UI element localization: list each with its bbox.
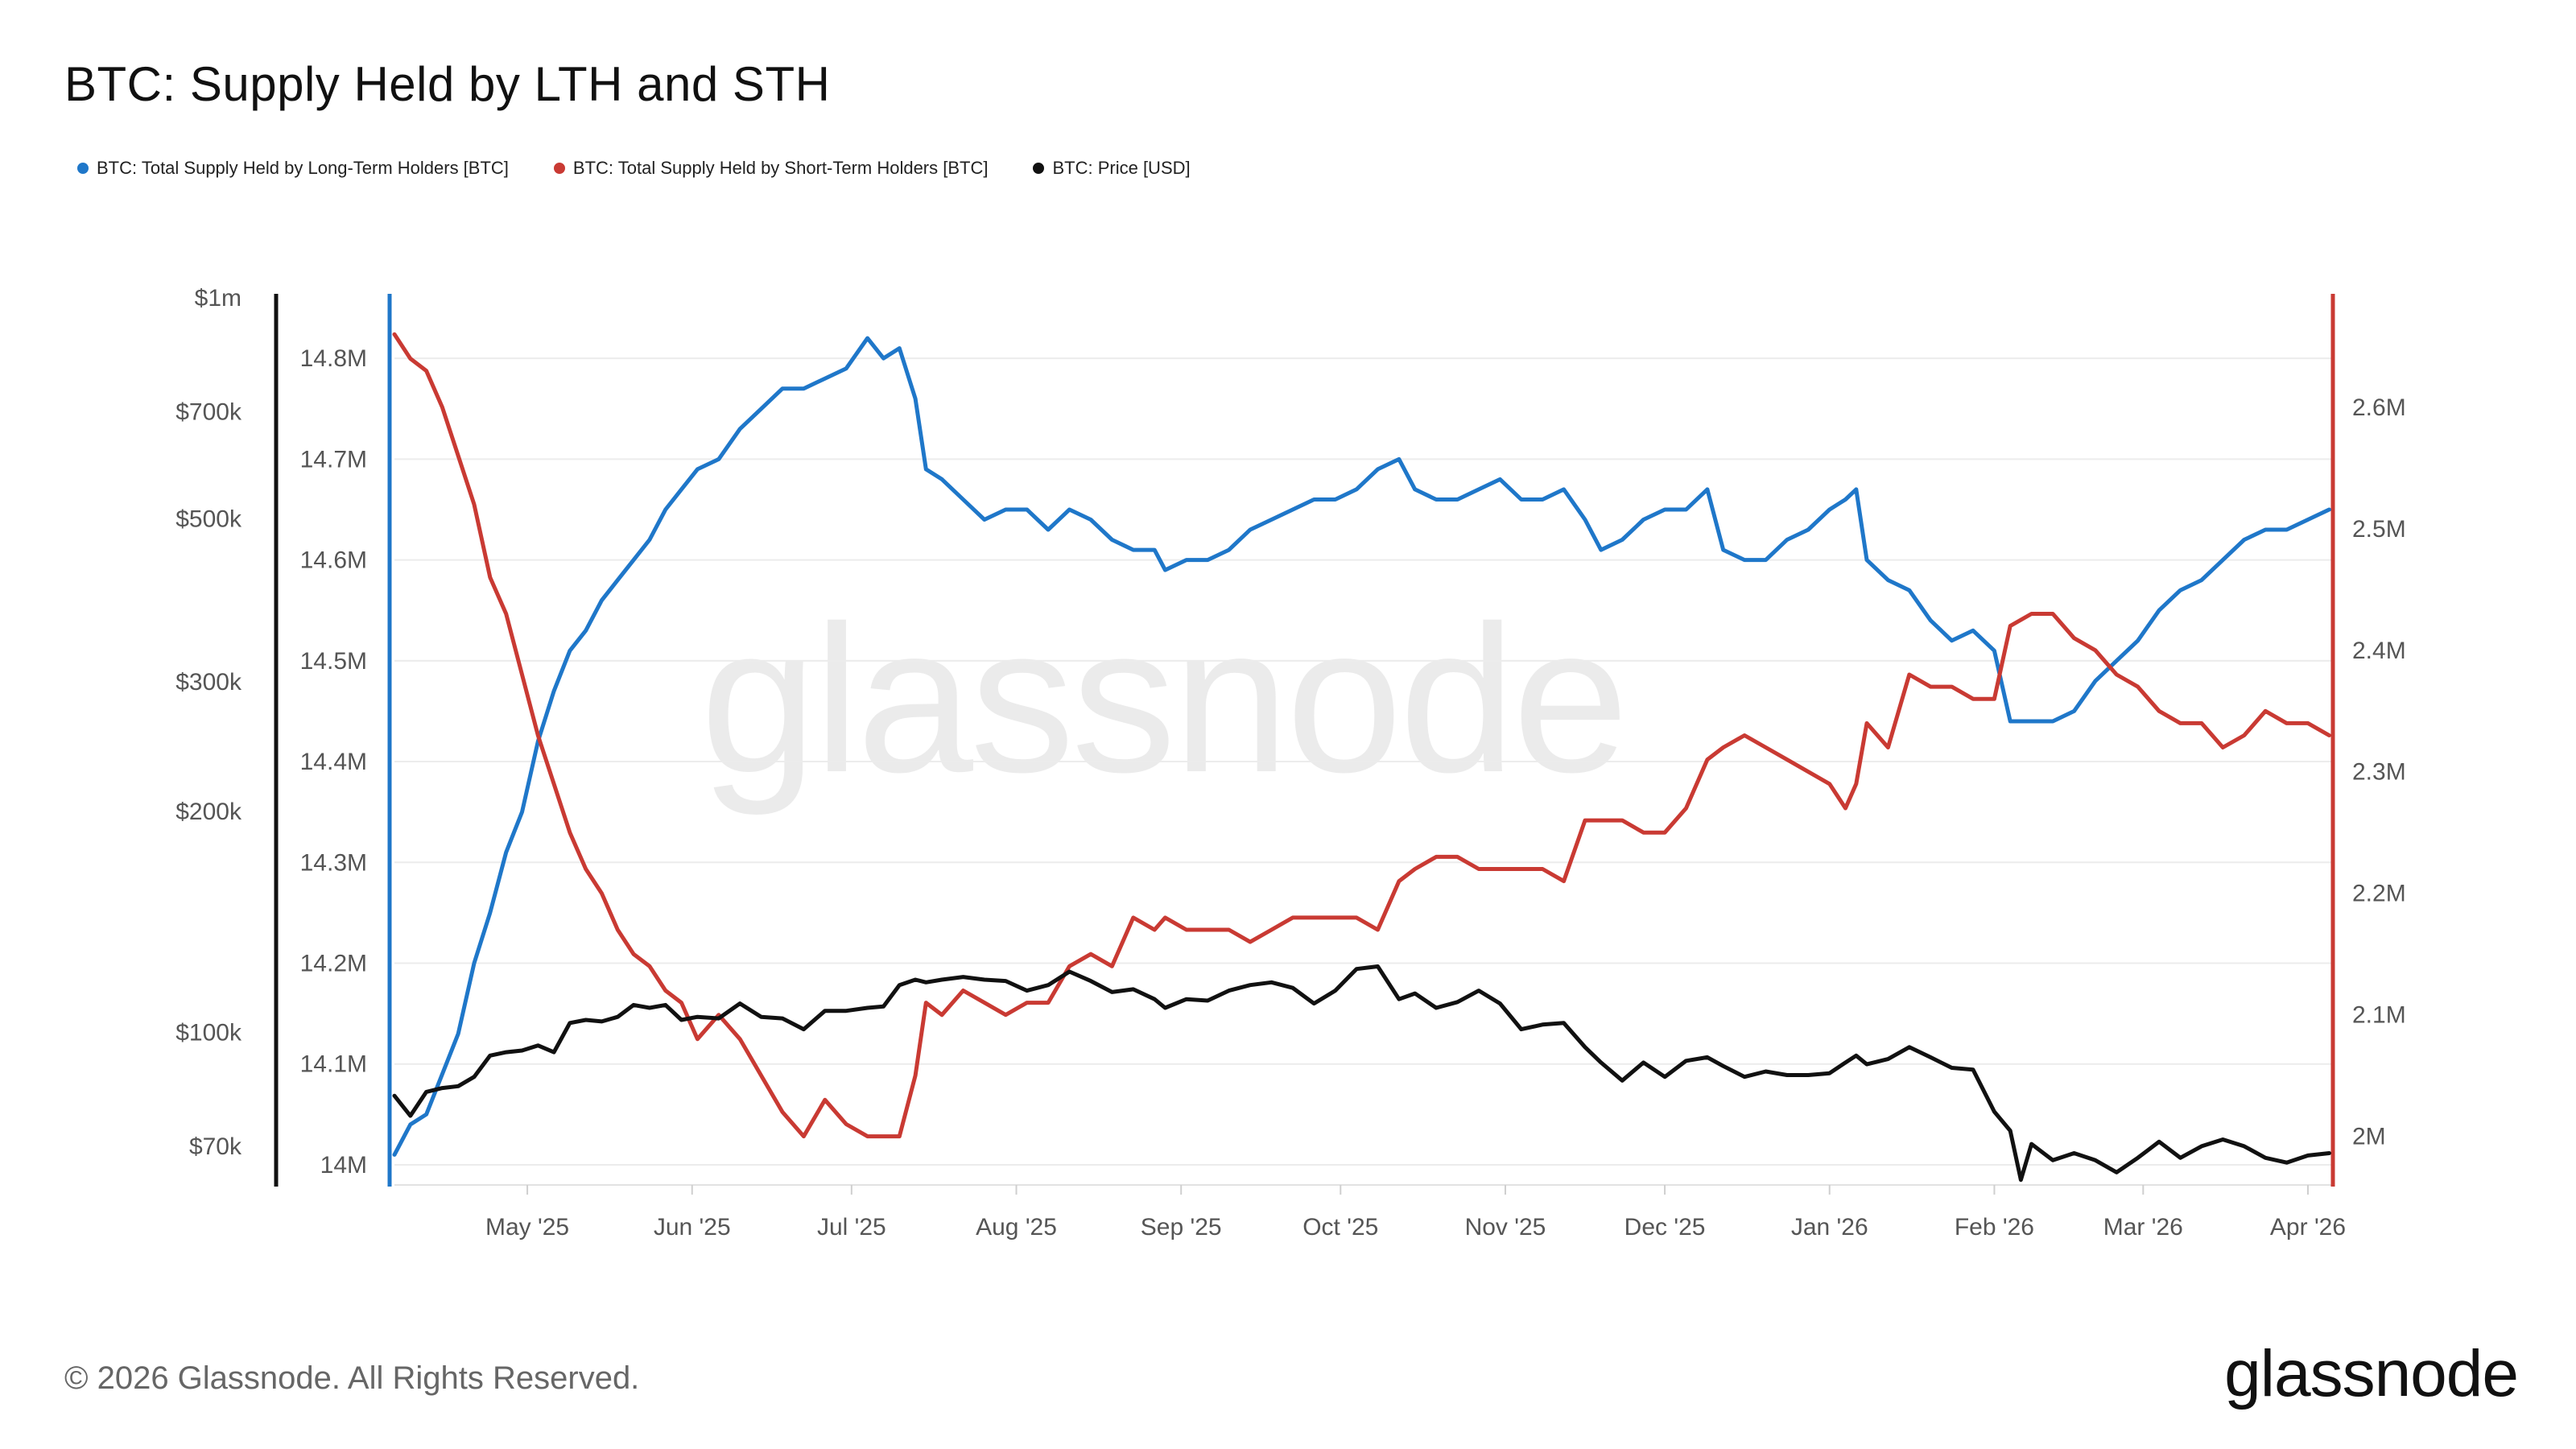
legend-item-price[interactable]: BTC: Price [USD]	[1033, 158, 1191, 179]
lth-legend-dot	[77, 163, 89, 174]
price-tick-label: $200k	[175, 799, 242, 825]
x-tick-label: Sep '25	[1141, 1214, 1222, 1241]
sth-series-line	[392, 332, 2331, 1139]
price-tick-label: $300k	[175, 669, 242, 696]
legend-label-lth: BTC: Total Supply Held by Long-Term Hold…	[97, 158, 509, 178]
lth-tick-label: 14.2M	[300, 951, 367, 977]
legend-label-price: BTC: Price [USD]	[1052, 158, 1191, 178]
x-tick-label: Jun '25	[654, 1214, 731, 1241]
x-tick-label: Apr '26	[2270, 1214, 2346, 1241]
lth-tick-label: 14.1M	[300, 1051, 367, 1078]
price-tick-label: $100k	[175, 1020, 242, 1046]
watermark: glassnode	[700, 583, 1629, 816]
legend: BTC: Total Supply Held by Long-Term Hold…	[77, 158, 1191, 179]
chart-title: BTC: Supply Held by LTH and STH	[64, 57, 831, 111]
price-series-line	[392, 964, 2331, 1183]
brand-logo: glassnode	[2224, 1337, 2519, 1410]
lth-tick-label: 14M	[320, 1152, 367, 1179]
legend-label-sth: BTC: Total Supply Held by Short-Term Hol…	[572, 158, 989, 178]
price-tick-label: $1m	[195, 285, 242, 312]
x-tick-label: Nov '25	[1465, 1214, 1546, 1241]
sth-tick-label: 2.2M	[2352, 881, 2406, 907]
lth-series-line	[392, 336, 2331, 1157]
sth-legend-dot	[553, 163, 565, 174]
lth-tick-label: 14.5M	[300, 648, 367, 675]
legend-item-lth[interactable]: BTC: Total Supply Held by Long-Term Hold…	[77, 158, 509, 179]
price-tick-label: $500k	[175, 506, 242, 533]
sth-tick-label: 2.3M	[2352, 759, 2406, 786]
sth-tick-label: 2.4M	[2352, 638, 2406, 664]
sth-tick-label: 2.1M	[2352, 1002, 2406, 1029]
lth-tick-label: 14.4M	[300, 749, 367, 775]
x-tick-label: Mar '26	[2103, 1214, 2183, 1241]
sth-tick-label: 2.5M	[2352, 516, 2406, 543]
x-tick-label: May '25	[485, 1214, 569, 1241]
x-tick-label: Jul '25	[817, 1214, 886, 1241]
x-tick-label: Feb '26	[1955, 1214, 2034, 1241]
sth-tick-label: 2M	[2352, 1124, 2386, 1150]
lth-tick-label: 14.6M	[300, 547, 367, 574]
x-tick-label: Oct '25	[1302, 1214, 1378, 1241]
lth-tick-label: 14.8M	[300, 345, 367, 372]
x-tick-label: Jan '26	[1791, 1214, 1868, 1241]
x-tick-label: Dec '25	[1624, 1214, 1706, 1241]
legend-item-sth[interactable]: BTC: Total Supply Held by Short-Term Hol…	[553, 158, 989, 179]
lth-tick-label: 14.3M	[300, 849, 367, 876]
x-tick-label: Aug '25	[976, 1214, 1057, 1241]
price-tick-label: $700k	[175, 398, 242, 425]
price-legend-dot	[1033, 163, 1045, 174]
copyright-footer: © 2026 Glassnode. All Rights Reserved.	[64, 1360, 640, 1396]
sth-tick-label: 2.6M	[2352, 394, 2406, 421]
lth-tick-label: 14.7M	[300, 446, 367, 473]
price-tick-label: $70k	[189, 1133, 242, 1160]
